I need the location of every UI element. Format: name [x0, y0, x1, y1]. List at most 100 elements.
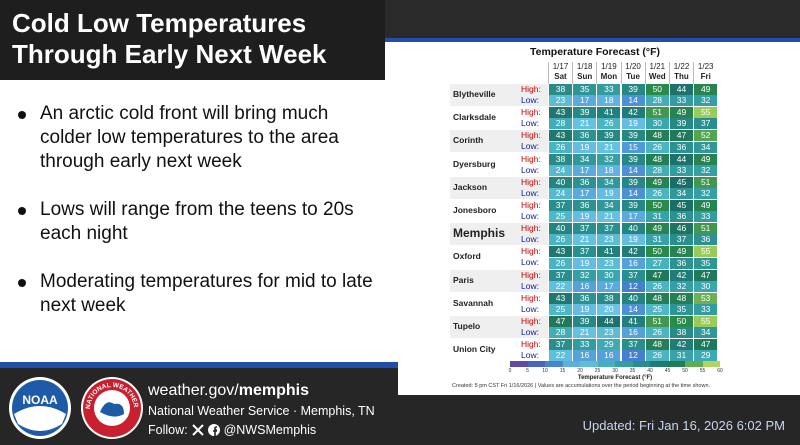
day: Sun: [577, 72, 593, 81]
low-cell: 28: [645, 164, 669, 176]
high-label: High:: [521, 292, 541, 303]
high-cell: 41: [597, 107, 621, 119]
col-sep: [548, 62, 549, 84]
date: 1/21: [649, 62, 666, 71]
low-cell: 24: [549, 164, 572, 176]
col-sep: [644, 62, 646, 84]
high-cell: 50: [645, 84, 669, 95]
low-cell: 20: [597, 304, 621, 315]
high-cell: 47: [645, 269, 669, 281]
col-sep: [572, 62, 574, 84]
low-cell: 30: [694, 280, 718, 292]
low-cell: 19: [573, 304, 597, 315]
follow: Follow:: [148, 423, 188, 437]
high-cell: 48: [670, 292, 693, 304]
row-band: [450, 176, 548, 199]
legend-swatch: [597, 361, 615, 367]
low-cell: 36: [670, 257, 693, 269]
bullet-dot: [18, 207, 26, 215]
row-band: [450, 316, 548, 338]
date: 1/23: [697, 62, 714, 71]
row-band: [450, 339, 548, 362]
high-cell: 48: [645, 130, 669, 142]
low-cell: 14: [621, 304, 645, 315]
high-cell: 47: [549, 316, 572, 327]
low-cell: 28: [645, 95, 669, 107]
high-cell: 40: [621, 292, 645, 304]
url-prefix: weather.gov/: [148, 382, 239, 399]
low-cell: 21: [573, 327, 597, 339]
row-band: [450, 84, 548, 106]
low-cell: 16: [621, 257, 645, 269]
low-label: Low:: [521, 327, 539, 337]
legend-swatch: [685, 361, 703, 367]
low-label: Low:: [521, 141, 539, 152]
low-cell: 16: [597, 350, 621, 362]
high-cell: 30: [597, 269, 621, 281]
city: Blytheville: [453, 89, 496, 99]
day: Thu: [674, 72, 689, 81]
city: Paris: [453, 274, 474, 285]
date: 1/17: [552, 62, 569, 71]
low-cell: 33: [694, 304, 718, 315]
row-band: [450, 246, 548, 269]
high-cell: 37: [621, 269, 645, 281]
low-cell: 25: [645, 304, 669, 315]
high-cell: 49: [645, 176, 669, 188]
low-label: Low:: [521, 257, 539, 268]
bullet-text: Lows will range from the teens to 20s ea…: [40, 199, 354, 244]
high-cell: 39: [621, 130, 645, 142]
low-cell: 32: [694, 188, 718, 199]
city: Savannah: [453, 297, 494, 308]
handle[interactable]: @NWSMemphis: [223, 423, 317, 437]
legend-tick: 30: [612, 368, 618, 374]
low-cell: 39: [670, 118, 693, 130]
high-cell: 38: [549, 153, 572, 165]
low-cell: 16: [573, 280, 597, 292]
day: Wed: [648, 72, 666, 81]
high-cell: 33: [597, 84, 621, 95]
row-band: [450, 107, 548, 130]
legend-tick: 40: [647, 368, 653, 374]
high-cell: 48: [645, 292, 669, 304]
low-cell: 24: [549, 188, 572, 199]
low-cell: 37: [670, 234, 693, 246]
high-cell: 55: [694, 107, 718, 119]
city: Jackson: [453, 181, 488, 192]
low-cell: 23: [597, 327, 621, 339]
low-label: Low:: [521, 187, 539, 198]
low-cell: 26: [597, 118, 621, 130]
low-label: Low:: [521, 350, 539, 361]
high-cell: 32: [597, 153, 621, 165]
high-cell: 37: [597, 223, 621, 235]
high-cell: 50: [670, 316, 693, 327]
high-label: High:: [521, 84, 541, 94]
low-cell: 23: [549, 95, 572, 107]
high-cell: 49: [694, 200, 718, 211]
high-cell: 40: [549, 223, 572, 235]
row-band: [450, 292, 548, 315]
x-icon[interactable]: [191, 424, 204, 436]
low-cell: 21: [573, 234, 597, 246]
high-cell: 40: [549, 176, 572, 188]
col-sep: [693, 62, 695, 84]
low-cell: 37: [694, 118, 718, 130]
low-cell: 18: [597, 95, 621, 107]
high-cell: 41: [621, 316, 645, 327]
low-cell: 26: [645, 188, 669, 199]
facebook-icon[interactable]: [207, 424, 220, 436]
low-cell: 19: [597, 188, 621, 199]
high-cell: 44: [670, 153, 693, 165]
high-cell: 47: [670, 130, 693, 142]
high-cell: 55: [694, 246, 718, 258]
high-cell: 42: [670, 339, 693, 351]
low-cell: 30: [645, 118, 669, 130]
low-label: Low:: [521, 211, 539, 221]
legend-tick: 45: [664, 368, 671, 374]
city: Dyersburg: [453, 158, 496, 169]
high-cell: 49: [645, 223, 669, 235]
low-label: Low:: [521, 234, 539, 245]
url[interactable]: weather.gov/memphis: [148, 382, 309, 400]
low-cell: 18: [597, 164, 621, 176]
low-cell: 12: [621, 280, 645, 292]
